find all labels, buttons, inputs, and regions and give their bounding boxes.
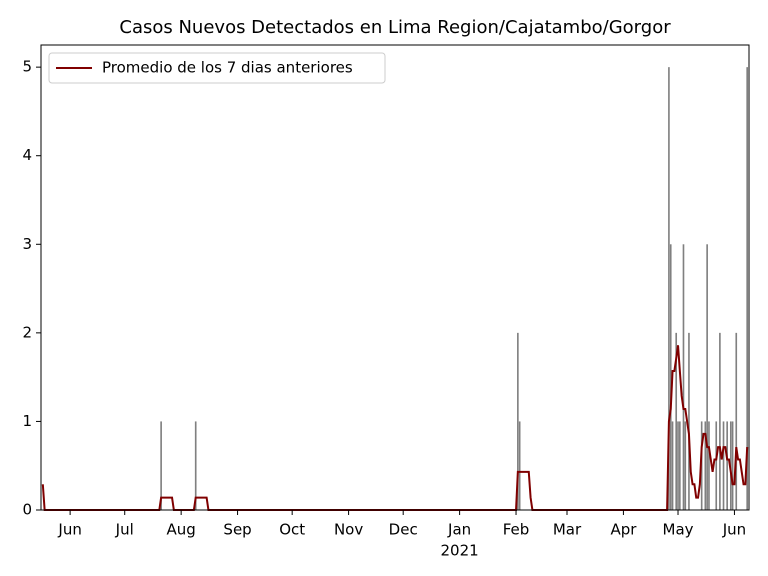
- bar: [669, 244, 672, 511]
- x-tick-label: Oct: [279, 521, 305, 539]
- bar: [719, 332, 721, 510]
- y-tick-label: 3: [22, 235, 32, 253]
- x-tick-label: Jun: [57, 521, 81, 539]
- bar: [675, 332, 678, 510]
- y-tick-label: 2: [22, 323, 32, 341]
- bar: [715, 421, 718, 510]
- x-tick-label: Dec: [389, 521, 418, 539]
- bar: [671, 421, 674, 510]
- bar: [668, 67, 670, 511]
- bar: [704, 421, 707, 510]
- x-tick-label: Jan: [447, 521, 471, 539]
- x-tick-label: Jul: [115, 521, 134, 539]
- bar: [726, 421, 728, 510]
- legend-label: Promedio de los 7 dias anteriores: [102, 59, 353, 77]
- line: [41, 345, 749, 511]
- y-tick-label: 1: [22, 412, 32, 430]
- legend: Promedio de los 7 dias anteriores: [48, 52, 386, 84]
- bar: [708, 421, 710, 510]
- legend-box: [48, 52, 386, 84]
- bar: [735, 332, 738, 510]
- bar: [684, 421, 687, 510]
- y-tick-label: 5: [22, 58, 32, 76]
- chart-title: Casos Nuevos Detectados en Lima Region/C…: [119, 17, 671, 38]
- x-sublabel: 2021: [441, 542, 479, 560]
- bar: [194, 421, 197, 510]
- x-tick-label: Apr: [610, 521, 637, 539]
- bar: [517, 332, 519, 510]
- x-tick-label: Jun: [722, 521, 746, 539]
- bar: [679, 421, 681, 510]
- x-tick-label: Mar: [553, 521, 582, 539]
- bar: [688, 332, 690, 510]
- bar: [160, 421, 162, 510]
- x-tick-label: Feb: [503, 521, 530, 539]
- plot-frame: [40, 44, 750, 511]
- bar: [677, 421, 679, 510]
- x-tick-label: Aug: [166, 521, 195, 539]
- bar: [746, 67, 748, 511]
- x-tick-label: May: [663, 521, 694, 539]
- y-tick-label: 4: [22, 146, 32, 164]
- x-tick-label: Sep: [223, 521, 251, 539]
- bar: [706, 244, 708, 511]
- x-tick-label: Nov: [334, 521, 363, 539]
- bar: [722, 421, 725, 510]
- bar: [731, 421, 734, 510]
- bar: [518, 421, 521, 510]
- y-tick-label: 0: [22, 501, 32, 519]
- bar: [682, 244, 685, 511]
